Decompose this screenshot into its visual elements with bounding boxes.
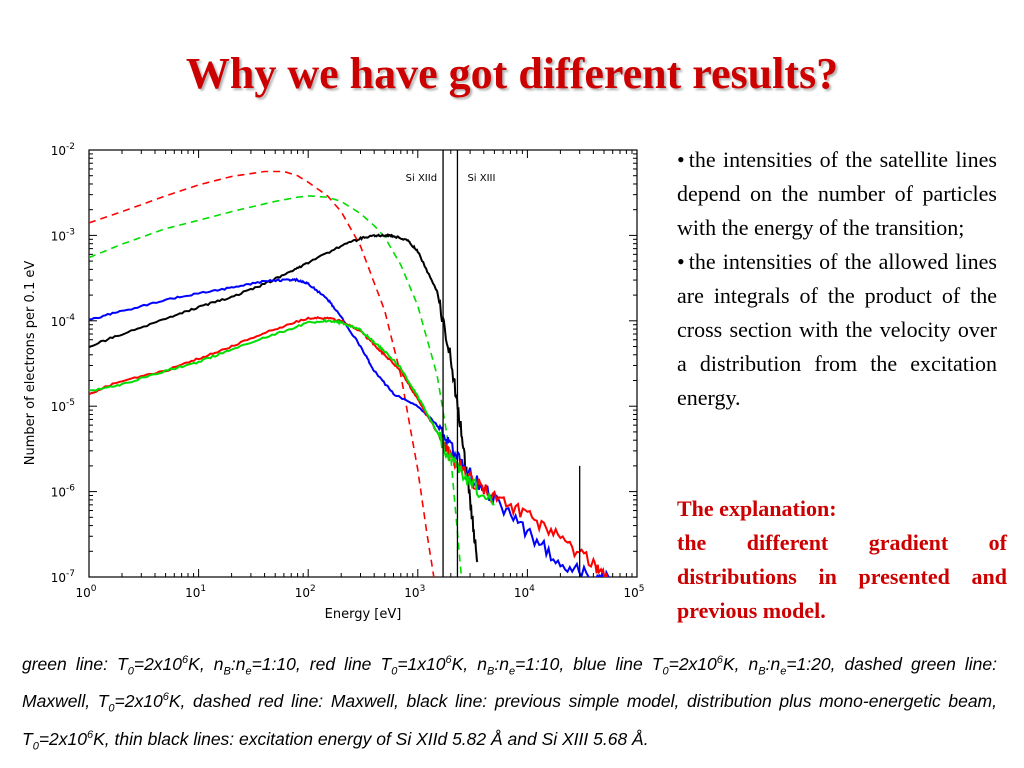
caption-script: 0 (127, 665, 134, 678)
bullet-item: • the intensities of the allowed lines ar… (677, 249, 997, 410)
x-tick-label: 103 (404, 584, 425, 600)
excitation-label: Si XIII (467, 173, 495, 184)
y-axis-label: Number of electrons per 0.1 eV (23, 261, 38, 466)
x-axis-label: Energy [eV] (325, 607, 402, 622)
y-tick-label: 10-7 (51, 569, 75, 585)
caption-text: K, dashed red line: Maxwell, black line:… (22, 691, 997, 749)
caption-text: =1:20, dashed green line: Maxwell, T (22, 653, 997, 712)
caption-text: =2x10 (668, 653, 717, 674)
energy-distribution-chart: Si XIId Si XIII 100 101 102 103 104 105 10-7 10-… (23, 142, 645, 622)
x-tick-label: 104 (514, 584, 535, 600)
series-line (89, 232, 479, 563)
caption-text: K, n (451, 653, 487, 674)
caption-text: :n (230, 653, 246, 674)
caption-text: =2x10 (133, 653, 183, 674)
y-tick-label: 10-4 (51, 313, 76, 329)
caption-script: 6 (716, 654, 723, 666)
caption-script: 0 (108, 702, 115, 715)
excitation-label: Si XIId (406, 173, 437, 184)
series-line (89, 195, 463, 577)
caption-script: e (508, 665, 516, 678)
series-line (89, 318, 495, 506)
explanation-title: The explanation: (677, 496, 837, 521)
caption-text: green line: T (22, 653, 128, 674)
y-tick-label: 10-5 (51, 398, 75, 414)
caption-script: 6 (182, 654, 189, 666)
caption-script: B (223, 665, 231, 678)
caption-script: B (486, 665, 495, 678)
bullet-item: • the intensities of the satellite lines … (677, 147, 997, 240)
bullet-text: the intensities of the allowed lines are… (677, 249, 997, 410)
caption-text: K, n (188, 653, 224, 674)
caption-text: =1:10, red line T (251, 653, 392, 674)
caption-text: :n (765, 653, 781, 674)
bullet-text: the intensities of the satellite lines d… (677, 147, 997, 240)
y-tick-label: 10-6 (51, 484, 76, 500)
caption-text: =1:10, blue line T (515, 653, 663, 674)
series-line (89, 315, 609, 577)
figure-caption: green line: T0=2x106K, nB:ne=1:10, red l… (22, 647, 997, 759)
series-line (89, 170, 435, 577)
x-tick-label: 105 (623, 584, 644, 600)
y-tick-label: 10-3 (51, 227, 75, 243)
caption-script: 0 (662, 665, 669, 678)
caption-script: 6 (445, 654, 452, 666)
explanation-text: the different gradient of distributions … (677, 530, 1007, 623)
plot-frame (88, 149, 638, 578)
caption-text: =2x10 (114, 691, 163, 712)
caption-script: 6 (87, 728, 94, 741)
x-tick-label: 102 (295, 584, 316, 600)
caption-text: =1x10 (397, 653, 446, 674)
x-tick-label: 100 (75, 584, 96, 600)
caption-text: =2x10 (38, 728, 87, 749)
x-tick-label: 101 (185, 584, 206, 600)
bullet-list: • the intensities of the satellite lines … (677, 143, 997, 415)
caption-script: 0 (32, 739, 39, 752)
caption-script: e (780, 665, 787, 678)
caption-script: 6 (162, 691, 169, 704)
caption-script: e (245, 665, 252, 678)
caption-text: :n (494, 653, 509, 674)
y-tick-label: 10-2 (51, 142, 75, 158)
caption-text: K, thin black lines: excitation energy o… (93, 728, 649, 749)
series-line (89, 277, 610, 577)
slide-title: Why we have got different results? (185, 49, 839, 98)
caption-text: K, n (722, 653, 759, 674)
caption-script: 0 (391, 665, 398, 678)
caption-script: B (758, 665, 766, 678)
